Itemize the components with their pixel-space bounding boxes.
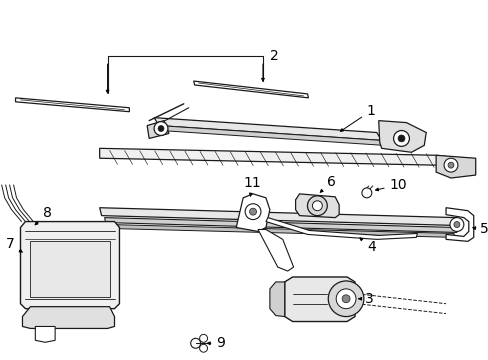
Circle shape [443,158,457,172]
Text: 11: 11 [243,176,261,196]
Text: 4: 4 [359,238,375,254]
Circle shape [327,281,363,316]
Circle shape [154,122,167,135]
Circle shape [199,334,207,342]
Circle shape [447,162,453,168]
Polygon shape [435,155,475,178]
Text: 3: 3 [358,292,373,306]
Text: 10: 10 [375,178,407,192]
Text: 5: 5 [472,222,488,237]
Text: 2: 2 [269,49,278,63]
Polygon shape [159,126,383,145]
Polygon shape [258,229,293,271]
Circle shape [249,208,256,215]
Text: 7: 7 [6,237,22,252]
Circle shape [158,126,163,131]
Polygon shape [236,194,269,231]
Polygon shape [35,327,55,342]
Polygon shape [269,282,284,316]
Polygon shape [100,148,460,167]
Polygon shape [30,241,109,297]
Polygon shape [20,221,119,309]
Polygon shape [147,121,168,139]
Polygon shape [284,277,354,321]
Text: 8: 8 [35,206,52,225]
Polygon shape [445,208,473,241]
Circle shape [393,131,408,147]
Circle shape [449,217,463,231]
Circle shape [312,201,322,211]
Polygon shape [265,217,416,239]
Circle shape [361,188,371,198]
Circle shape [342,295,349,303]
Text: 6: 6 [320,175,335,192]
Text: 9: 9 [207,336,225,350]
Circle shape [199,344,207,352]
Polygon shape [100,208,457,225]
Polygon shape [378,121,426,152]
Circle shape [244,204,261,220]
Polygon shape [295,194,339,217]
Polygon shape [16,98,129,112]
Polygon shape [104,217,456,233]
Polygon shape [22,307,114,328]
Polygon shape [109,225,454,237]
Text: 1: 1 [340,104,375,131]
Circle shape [335,289,355,309]
Circle shape [190,338,200,348]
Polygon shape [193,81,308,98]
Circle shape [453,221,459,228]
Polygon shape [154,118,381,140]
Circle shape [307,196,326,216]
Circle shape [397,135,404,142]
